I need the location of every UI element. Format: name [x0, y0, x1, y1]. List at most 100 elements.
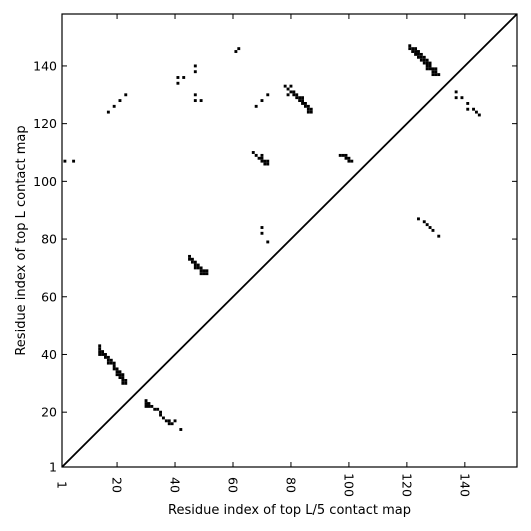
contact-point: [454, 96, 458, 100]
contact-point: [425, 67, 429, 71]
contact-point: [161, 416, 165, 420]
contact-point: [196, 263, 200, 267]
contact-point: [202, 269, 206, 273]
contact-point: [118, 99, 122, 103]
contact-point: [292, 93, 296, 97]
contact-point: [428, 61, 432, 65]
contact-point: [431, 67, 435, 71]
contact-point: [425, 58, 429, 62]
y-tick-label: 40: [41, 347, 57, 362]
contact-point: [425, 223, 429, 227]
x-tick-label: 140: [457, 473, 472, 497]
contact-point: [254, 104, 258, 108]
contact-point: [98, 347, 102, 351]
contact-point: [182, 76, 186, 79]
contact-point: [193, 263, 197, 267]
contact-point: [118, 370, 122, 374]
contact-point: [199, 266, 203, 270]
contact-point: [190, 257, 194, 261]
contact-point: [422, 55, 426, 59]
contact-point: [260, 153, 264, 157]
contact-point: [118, 373, 122, 377]
contact-point: [414, 47, 418, 51]
contact-point: [414, 50, 418, 53]
y-tick-label: 60: [41, 289, 57, 304]
contact-point: [193, 64, 197, 68]
contact-point: [124, 379, 128, 382]
contact-point: [112, 361, 116, 365]
x-tick-label: 80: [283, 477, 298, 493]
contact-point: [434, 67, 438, 71]
y-axis-label: Residue index of top L contact map: [14, 125, 29, 355]
contact-point: [298, 99, 302, 103]
contact-point: [190, 260, 194, 264]
x-tick-label: 60: [225, 477, 240, 493]
y-tick-label: 80: [41, 232, 57, 247]
contact-point: [106, 355, 110, 359]
contact-point: [454, 90, 458, 94]
contact-point: [434, 70, 438, 74]
contact-point: [124, 93, 128, 97]
contact-point: [466, 102, 470, 105]
contact-point: [98, 344, 102, 348]
contact-point: [98, 353, 102, 356]
contact-point: [298, 96, 302, 100]
contact-point: [301, 96, 304, 100]
points-layer: [63, 44, 481, 431]
contact-point: [425, 64, 429, 68]
y-tick-label: 140: [33, 58, 57, 73]
contact-point: [417, 217, 420, 221]
contact-point: [199, 269, 203, 273]
contact-point: [170, 422, 174, 426]
contact-point: [309, 110, 313, 114]
contact-point: [419, 58, 423, 62]
contact-point: [147, 404, 151, 408]
contact-point: [106, 358, 110, 362]
contact-point: [431, 73, 435, 77]
contact-point: [254, 153, 258, 157]
contact-point: [414, 52, 418, 56]
contact-point: [283, 84, 287, 88]
plot-frame: [61, 13, 518, 468]
contact-point: [234, 50, 238, 53]
contact-point: [260, 159, 264, 163]
contact-point: [164, 419, 168, 423]
contact-point: [156, 407, 160, 411]
contact-point: [419, 55, 423, 59]
contact-point: [260, 156, 264, 160]
contact-point: [159, 413, 162, 417]
contact-point: [167, 422, 171, 426]
y-tick-label: 20: [41, 405, 57, 420]
contact-point: [289, 84, 293, 88]
contact-point: [303, 102, 307, 105]
contact-point: [295, 96, 299, 100]
contact-point: [419, 52, 423, 56]
contact-point: [193, 99, 197, 103]
x-tick-label: 40: [168, 477, 183, 493]
contact-point: [72, 159, 76, 163]
contact-point: [101, 350, 105, 354]
contact-point: [121, 373, 125, 377]
contact-point: [193, 266, 197, 270]
contact-point: [306, 110, 310, 114]
contact-point: [341, 153, 345, 157]
contact-point: [118, 376, 122, 379]
contact-point: [306, 104, 310, 108]
x-tick-label: 1: [55, 481, 70, 489]
contact-point: [109, 361, 113, 365]
contact-point: [112, 364, 116, 368]
contact-point: [199, 99, 203, 103]
contact-point: [251, 151, 255, 154]
contact-point: [257, 156, 261, 160]
y-tick-label: 120: [33, 116, 57, 131]
contact-point: [202, 272, 206, 276]
contact-point: [188, 257, 191, 261]
contact-point: [286, 87, 290, 91]
contact-point: [115, 370, 119, 374]
contact-point: [417, 55, 420, 59]
contact-point: [309, 107, 313, 111]
contact-point: [266, 159, 270, 163]
contact-point: [205, 272, 209, 276]
contact-point: [106, 361, 110, 365]
